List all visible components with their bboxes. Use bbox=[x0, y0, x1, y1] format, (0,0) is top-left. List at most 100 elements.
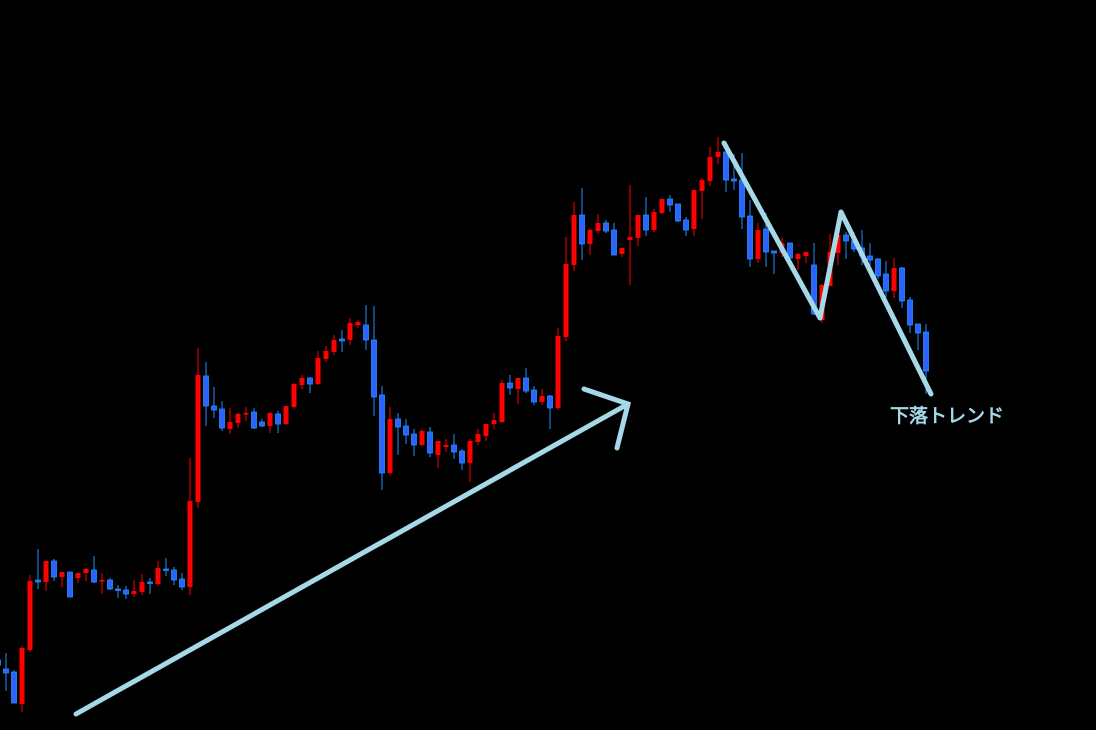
candle-body bbox=[715, 152, 721, 157]
candle-down bbox=[747, 200, 753, 267]
candle-up bbox=[627, 185, 633, 285]
candle-body bbox=[731, 178, 737, 182]
candle-body bbox=[843, 234, 849, 242]
candle-up bbox=[419, 429, 425, 446]
candle-body bbox=[155, 568, 161, 584]
candle-up bbox=[755, 223, 761, 263]
candle-body bbox=[91, 569, 97, 583]
candle-body bbox=[195, 375, 201, 502]
candle-body bbox=[211, 405, 217, 411]
candle-body bbox=[811, 264, 817, 315]
candle-body bbox=[179, 578, 185, 588]
candle-body bbox=[515, 378, 521, 389]
candle-up bbox=[387, 407, 393, 475]
candle-body bbox=[459, 450, 465, 464]
candle-body bbox=[803, 252, 809, 256]
candle-down bbox=[163, 558, 169, 576]
candle-down bbox=[0, 659, 1, 666]
candle-down bbox=[11, 670, 17, 704]
candle-body bbox=[891, 268, 897, 291]
candle-up bbox=[243, 407, 249, 421]
candle-up bbox=[283, 406, 289, 425]
candle-body bbox=[483, 424, 489, 436]
candle-up bbox=[323, 346, 329, 362]
candle-body bbox=[667, 198, 673, 206]
candle-body bbox=[35, 579, 41, 583]
candle-down bbox=[523, 368, 529, 393]
candle-body bbox=[187, 501, 193, 587]
candle-body bbox=[395, 418, 401, 428]
candle-body bbox=[83, 569, 89, 573]
candle-up bbox=[19, 646, 25, 712]
candle-down bbox=[787, 242, 793, 260]
candle-body bbox=[267, 413, 273, 426]
candle-body bbox=[259, 421, 265, 427]
candle-body bbox=[171, 569, 177, 581]
candle-body bbox=[355, 322, 361, 325]
candle-up bbox=[587, 229, 593, 255]
candle-body bbox=[643, 214, 649, 231]
candle-down bbox=[459, 449, 465, 470]
candle-body bbox=[907, 299, 913, 326]
candle-up bbox=[707, 147, 713, 186]
candle-body bbox=[739, 179, 745, 218]
candle-body bbox=[219, 408, 225, 429]
candle-down bbox=[379, 386, 385, 490]
candle-down bbox=[531, 386, 537, 405]
candle-body bbox=[67, 571, 73, 598]
candle-body bbox=[659, 199, 665, 213]
candle-body bbox=[251, 411, 257, 429]
candle-down bbox=[907, 297, 913, 333]
candle-up bbox=[483, 424, 489, 441]
candle-down bbox=[899, 267, 905, 308]
candle-down bbox=[643, 197, 649, 236]
candle-body bbox=[107, 579, 113, 590]
downtrend-zigzag-line bbox=[721, 140, 934, 397]
candle-body bbox=[539, 396, 545, 402]
candle-up bbox=[267, 412, 273, 433]
candle-body bbox=[451, 444, 457, 453]
candle-down bbox=[915, 323, 921, 350]
candle-body bbox=[419, 431, 425, 445]
candle-body bbox=[99, 580, 105, 582]
candle-body bbox=[235, 414, 241, 423]
candle-body bbox=[475, 434, 481, 442]
candle-down bbox=[771, 250, 777, 274]
candle-body bbox=[403, 425, 409, 436]
candle-up bbox=[555, 328, 561, 410]
candle-down bbox=[867, 243, 873, 267]
candle-body bbox=[507, 382, 513, 389]
candle-down bbox=[275, 411, 281, 433]
candle-body bbox=[307, 377, 313, 385]
candle-down bbox=[547, 395, 553, 429]
candle-body bbox=[299, 378, 305, 385]
candle-body bbox=[923, 331, 929, 372]
candle-down bbox=[427, 427, 433, 457]
candle-body bbox=[883, 273, 889, 292]
candle-body bbox=[123, 589, 129, 595]
annotations-group bbox=[73, 140, 934, 717]
candle-body bbox=[435, 441, 441, 455]
candle-down bbox=[179, 573, 185, 590]
candle-body bbox=[139, 582, 145, 592]
downtrend-label: 下落トレンド bbox=[890, 405, 1005, 427]
candle-up bbox=[803, 252, 809, 263]
candle-down bbox=[339, 330, 345, 352]
candle-up bbox=[619, 248, 625, 257]
candle-down bbox=[603, 220, 609, 233]
candle-body bbox=[523, 377, 529, 392]
candle-up bbox=[27, 575, 33, 652]
candles-group bbox=[0, 137, 929, 712]
candle-body bbox=[875, 258, 881, 277]
candle-body bbox=[531, 389, 537, 403]
candle-body bbox=[723, 151, 729, 181]
candle-body bbox=[227, 422, 233, 429]
candle-body bbox=[555, 336, 561, 408]
candle-body bbox=[427, 431, 433, 454]
candle-body bbox=[683, 219, 689, 231]
candle-down bbox=[259, 419, 265, 427]
candle-down bbox=[3, 653, 9, 691]
candle-body bbox=[867, 255, 873, 261]
